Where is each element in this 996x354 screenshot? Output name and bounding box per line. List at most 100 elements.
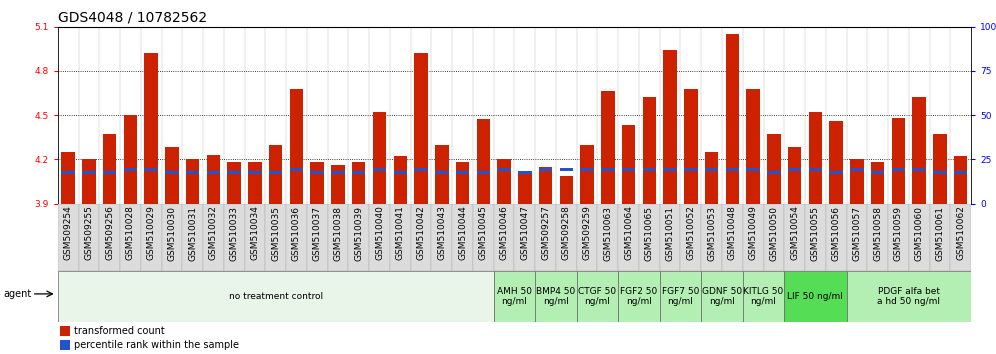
Text: GSM510034: GSM510034: [250, 206, 260, 261]
Bar: [414, 168, 427, 171]
Bar: [393, 171, 407, 174]
Text: percentile rank within the sample: percentile rank within the sample: [75, 340, 239, 350]
Bar: [871, 162, 884, 204]
Bar: [684, 88, 697, 204]
Bar: [144, 168, 158, 171]
Bar: [373, 112, 386, 204]
Bar: [103, 134, 117, 204]
Text: GSM510047: GSM510047: [520, 206, 529, 261]
Text: GSM510061: GSM510061: [935, 206, 944, 261]
Text: GSM510043: GSM510043: [437, 206, 446, 261]
Bar: [556, 204, 577, 271]
Bar: [456, 171, 469, 174]
Bar: [518, 171, 532, 174]
Text: agent: agent: [3, 289, 31, 299]
Bar: [473, 204, 494, 271]
Bar: [393, 156, 407, 204]
Bar: [58, 204, 79, 271]
Bar: [788, 168, 802, 171]
Text: GSM510030: GSM510030: [167, 206, 176, 261]
Bar: [452, 204, 473, 271]
Bar: [103, 171, 117, 174]
Bar: [100, 204, 121, 271]
Text: GSM510048: GSM510048: [728, 206, 737, 261]
Bar: [663, 50, 677, 204]
Text: GSM509255: GSM509255: [85, 206, 94, 261]
Text: CTGF 50
ng/ml: CTGF 50 ng/ml: [579, 287, 617, 306]
Bar: [161, 204, 182, 271]
Bar: [497, 168, 511, 171]
Bar: [746, 88, 760, 204]
Bar: [248, 162, 262, 204]
Text: GSM510037: GSM510037: [313, 206, 322, 261]
Bar: [515, 204, 535, 271]
Bar: [269, 171, 283, 174]
Bar: [227, 171, 241, 174]
Bar: [124, 168, 137, 171]
Bar: [207, 155, 220, 204]
Bar: [58, 271, 494, 322]
Bar: [497, 159, 511, 204]
Bar: [311, 171, 324, 174]
Bar: [705, 152, 718, 204]
Text: GSM510033: GSM510033: [230, 206, 239, 261]
Text: GSM510058: GSM510058: [873, 206, 882, 261]
Bar: [950, 204, 971, 271]
Bar: [746, 168, 760, 171]
Text: GSM509258: GSM509258: [562, 206, 571, 261]
Bar: [186, 159, 199, 204]
Text: GSM509256: GSM509256: [106, 206, 115, 261]
Bar: [265, 204, 286, 271]
Bar: [307, 204, 328, 271]
Bar: [602, 91, 615, 204]
Text: BMP4 50
ng/ml: BMP4 50 ng/ml: [536, 287, 576, 306]
Bar: [809, 112, 822, 204]
Bar: [805, 204, 826, 271]
Bar: [642, 97, 656, 204]
Bar: [373, 168, 386, 171]
Bar: [577, 271, 619, 322]
Bar: [847, 271, 971, 322]
Bar: [60, 340, 70, 350]
Bar: [767, 171, 781, 174]
Bar: [535, 271, 577, 322]
Bar: [227, 162, 241, 204]
Bar: [933, 134, 947, 204]
Text: GSM510044: GSM510044: [458, 206, 467, 260]
Bar: [598, 204, 619, 271]
Bar: [62, 152, 75, 204]
Bar: [912, 168, 926, 171]
Bar: [476, 120, 490, 204]
Bar: [286, 204, 307, 271]
Text: FGF2 50
ng/ml: FGF2 50 ng/ml: [621, 287, 657, 306]
Text: AMH 50
ng/ml: AMH 50 ng/ml: [497, 287, 532, 306]
Bar: [121, 204, 140, 271]
Bar: [871, 171, 884, 174]
Bar: [577, 204, 598, 271]
Bar: [435, 171, 448, 174]
Bar: [165, 148, 178, 204]
Bar: [518, 174, 532, 204]
Bar: [659, 204, 680, 271]
Bar: [82, 159, 96, 204]
Bar: [642, 168, 656, 171]
Bar: [370, 204, 389, 271]
Bar: [311, 162, 324, 204]
Bar: [476, 171, 490, 174]
Bar: [891, 118, 905, 204]
Bar: [349, 204, 370, 271]
Text: GSM509259: GSM509259: [583, 206, 592, 261]
Bar: [701, 204, 722, 271]
Text: GSM510064: GSM510064: [624, 206, 633, 261]
Bar: [622, 168, 635, 171]
Bar: [62, 171, 75, 174]
Text: GSM510059: GSM510059: [894, 206, 903, 261]
Bar: [743, 271, 784, 322]
Bar: [743, 204, 764, 271]
Bar: [124, 115, 137, 204]
Bar: [581, 168, 594, 171]
Bar: [602, 168, 615, 171]
Bar: [659, 271, 701, 322]
Text: GSM510031: GSM510031: [188, 206, 197, 261]
Bar: [431, 204, 452, 271]
